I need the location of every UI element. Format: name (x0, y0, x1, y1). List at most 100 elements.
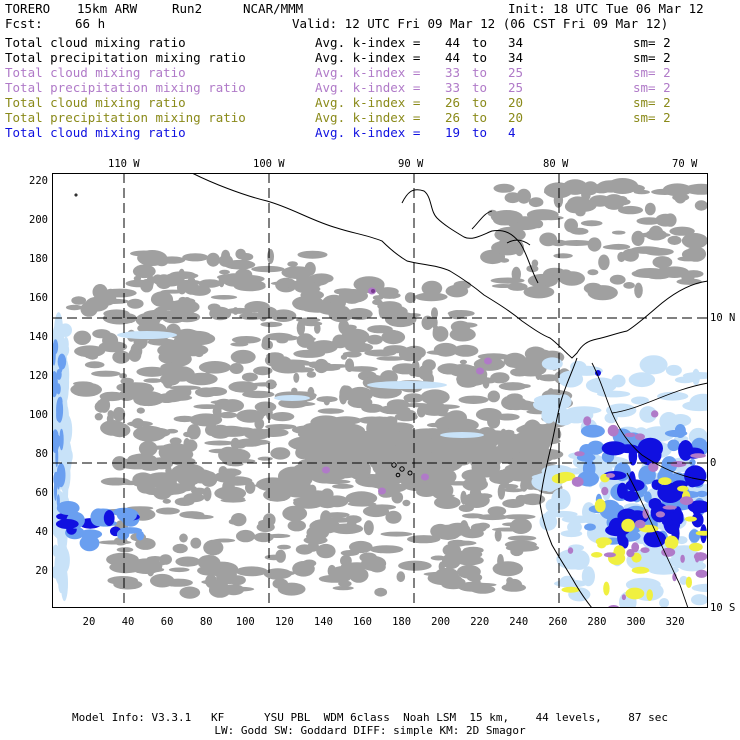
moderate-cloud-patch (587, 440, 605, 455)
coastline-yucatan (401, 189, 539, 284)
cloud-patch (589, 195, 611, 207)
cloud-patch (376, 356, 407, 361)
cloud-patch (378, 405, 411, 415)
x-tick-label: 160 (353, 616, 372, 628)
cloud-patch (332, 483, 354, 489)
cloud-patch (667, 235, 682, 245)
cloud-patch-blue (136, 530, 145, 541)
legend-k-to: 34 (508, 50, 524, 65)
light-cloud-streak (274, 395, 310, 401)
latitude-label: 10 S (710, 602, 736, 614)
cloud-patch (198, 279, 222, 288)
cloud-patch (292, 561, 315, 577)
cloud-patch (257, 428, 289, 437)
light-cloud-patch (659, 598, 670, 608)
yellow-patch (646, 589, 653, 601)
cloud-patch (291, 387, 298, 394)
cloud-patch (538, 374, 560, 382)
cloud-patch (270, 447, 291, 460)
yellow-patch (631, 566, 650, 574)
cloud-patch (303, 536, 328, 545)
moderate-cloud-patch (605, 503, 618, 511)
legend-k-to: 4 (508, 125, 516, 140)
purple-patch (655, 511, 666, 518)
y-tick-label: 180 (29, 253, 48, 265)
cloud-patch (232, 307, 239, 315)
light-cloud-patch (555, 394, 572, 409)
cloud-patch (340, 554, 352, 567)
cloud-patch-blue (103, 510, 115, 526)
cloud-patch (113, 579, 143, 590)
cloud-patch (652, 256, 673, 269)
model-name: TORERO (5, 1, 51, 16)
cloud-patch (396, 571, 406, 583)
cloud-patch (228, 381, 258, 393)
cloud-patch (163, 578, 193, 587)
forecast-map (47, 172, 723, 613)
cloud-patch (112, 350, 131, 364)
cloud-patch (253, 366, 273, 376)
cloud-patch (296, 272, 311, 288)
moderate-cloud-patch (53, 471, 60, 487)
moderate-cloud-patch (56, 383, 61, 395)
cloud-patch (185, 372, 218, 386)
legend-k-label: Avg. k-index = (315, 95, 421, 110)
y-tick-label: 200 (29, 214, 48, 226)
cloud-patch (408, 428, 446, 439)
cloud-patch (337, 339, 366, 348)
cloud-patch (349, 540, 373, 554)
cloud-patch (503, 488, 524, 493)
light-cloud-patch (594, 522, 604, 536)
cloud-patch (191, 487, 207, 495)
cloud-patch (433, 493, 455, 498)
x-tick-label: 280 (587, 616, 607, 628)
cloud-patch (318, 500, 337, 509)
cloud-patch (372, 295, 384, 301)
cloud-patch (506, 577, 514, 585)
cloud-patch (380, 531, 413, 537)
cloud-patch (452, 322, 478, 328)
cloud-patch (254, 418, 265, 430)
cloud-patch (506, 357, 541, 369)
cloud-patch (618, 205, 643, 215)
cloud-patch (449, 327, 476, 342)
light-cloud-patch (604, 412, 618, 424)
cloud-patch (459, 359, 467, 365)
cloud-patch (420, 389, 450, 405)
dense-cloud-patch (648, 498, 662, 510)
cloud-patch (312, 362, 331, 367)
model-run: Run2 (172, 1, 203, 16)
cloud-patch (338, 580, 352, 587)
cloud-patch (329, 565, 363, 579)
dense-cloud-patch (643, 530, 667, 548)
purple-patch (648, 462, 659, 473)
cloud-patch (155, 306, 167, 316)
cloud-patch (510, 546, 524, 557)
cloud-patch (272, 578, 289, 589)
cloud-patch-blue (90, 508, 107, 527)
cloud-patch (430, 555, 447, 561)
cloud-patch (230, 349, 256, 364)
cloud-patch (198, 361, 232, 374)
cloud-patch (543, 267, 567, 281)
cloud-patch (487, 390, 500, 403)
x-tick-label: 20 (82, 616, 96, 628)
cloud-patch (427, 422, 444, 428)
cloud-patch (203, 539, 224, 556)
y-tick-label: 60 (35, 487, 48, 499)
cloud-patch (135, 537, 156, 550)
cloud-patch (99, 391, 125, 402)
cloud-patch (222, 479, 235, 495)
purple-patch (626, 549, 635, 558)
light-cloud-patch (559, 575, 576, 588)
cloud-patch (560, 240, 593, 246)
cloud-patch (681, 233, 709, 249)
cloud-patch (146, 563, 155, 577)
light-cloud-patch (547, 510, 578, 518)
cloud-patch (253, 532, 274, 543)
init-time: Init: 18 UTC Tue 06 Mar 12 (508, 1, 704, 16)
yellow-patch (556, 471, 576, 482)
light-cloud-patch (561, 515, 595, 524)
cloud-patch (658, 266, 669, 278)
cloud-patch (368, 561, 386, 573)
